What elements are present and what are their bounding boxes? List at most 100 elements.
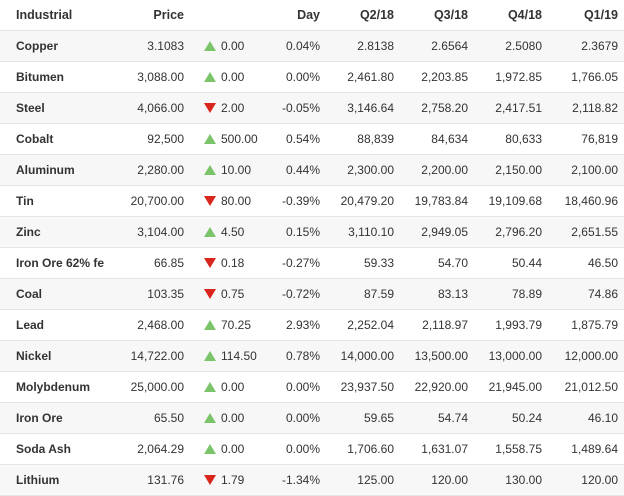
change-cell: 0.00 <box>190 371 272 403</box>
header-q3-18[interactable]: Q3/18 <box>400 0 474 31</box>
table-row[interactable]: Lithium 131.76 1.79 -1.34% 125.00 120.00 130.0… <box>0 464 624 496</box>
commodity-name[interactable]: Steel <box>0 92 112 124</box>
q2-18-cell: 2,252.04 <box>326 309 400 341</box>
header-day[interactable]: Day <box>272 0 326 31</box>
table-row[interactable]: Lead 2,468.00 70.25 2.93% 2,252.04 2,118.97 1,… <box>0 309 624 341</box>
table-row[interactable]: Aluminum 2,280.00 10.00 0.44% 2,300.00 2,200.… <box>0 154 624 186</box>
table-row[interactable]: Copper 3.1083 0.00 0.04% 2.8138 2.6564 2.5080 2… <box>0 30 624 62</box>
q4-18-cell: 78.89 <box>474 278 548 310</box>
day-change-cell: -0.27% <box>272 247 326 279</box>
change-value: 80.00 <box>221 194 252 208</box>
commodity-name[interactable]: Zinc <box>0 216 112 248</box>
price-cell: 3.1083 <box>112 30 190 62</box>
change-value: 70.25 <box>221 318 252 332</box>
header-industrial[interactable]: Industrial <box>0 0 112 31</box>
header-q4-18[interactable]: Q4/18 <box>474 0 548 31</box>
q1-19-cell: 2,651.55 <box>548 216 624 248</box>
header-price[interactable]: Price <box>112 0 190 31</box>
change-cell: 0.00 <box>190 30 272 62</box>
change-value: 0.00 <box>221 442 245 456</box>
table-row[interactable]: Steel 4,066.00 2.00 -0.05% 3,146.64 2,758.20 2… <box>0 92 624 124</box>
table-row[interactable]: Tin 20,700.00 80.00 -0.39% 20,479.20 19,783.8… <box>0 185 624 217</box>
table-row[interactable]: Iron Ore 65.50 0.00 0.00% 59.65 54.74 50.24 46.… <box>0 402 624 434</box>
table-row[interactable]: Coal 103.35 0.75 -0.72% 87.59 83.13 78.89 74.86 <box>0 278 624 310</box>
q3-18-cell: 120.00 <box>400 464 474 496</box>
q3-18-cell: 2,758.20 <box>400 92 474 124</box>
commodity-name[interactable]: Copper <box>0 30 112 62</box>
table-row[interactable]: Cobalt 92,500 500.00 0.54% 88,839 84,634 80,63… <box>0 123 624 155</box>
q1-19-cell: 2,118.82 <box>548 92 624 124</box>
change-cell: 70.25 <box>190 309 272 341</box>
q2-18-cell: 14,000.00 <box>326 340 400 372</box>
table-row[interactable]: Zinc 3,104.00 4.50 0.15% 3,110.10 2,949.05 2,7… <box>0 216 624 248</box>
q1-19-cell: 21,012.50 <box>548 371 624 403</box>
q1-19-cell: 76,819 <box>548 123 624 155</box>
header-q2-18[interactable]: Q2/18 <box>326 0 400 31</box>
change-value: 0.18 <box>221 256 245 270</box>
commodity-name[interactable]: Coal <box>0 278 112 310</box>
change-value: 0.00 <box>221 411 245 425</box>
q4-18-cell: 2,150.00 <box>474 154 548 186</box>
header-q1-19[interactable]: Q1/19 <box>548 0 624 31</box>
q4-18-cell: 50.44 <box>474 247 548 279</box>
change-cell: 10.00 <box>190 154 272 186</box>
q1-19-cell: 120.00 <box>548 464 624 496</box>
commodity-name[interactable]: Bitumen <box>0 61 112 93</box>
change-cell: 500.00 <box>190 123 272 155</box>
table-row[interactable]: Bitumen 3,088.00 0.00 0.00% 2,461.80 2,203.85… <box>0 61 624 93</box>
commodity-name[interactable]: Tin <box>0 185 112 217</box>
q1-19-cell: 12,000.00 <box>548 340 624 372</box>
q2-18-cell: 59.33 <box>326 247 400 279</box>
change-cell: 0.00 <box>190 402 272 434</box>
q2-18-cell: 88,839 <box>326 123 400 155</box>
commodity-name[interactable]: Iron Ore 62% fe <box>0 247 112 279</box>
q2-18-cell: 3,146.64 <box>326 92 400 124</box>
commodity-name[interactable]: Lithium <box>0 464 112 496</box>
q4-18-cell: 2.5080 <box>474 30 548 62</box>
q2-18-cell: 1,706.60 <box>326 433 400 465</box>
q3-18-cell: 54.70 <box>400 247 474 279</box>
commodity-name[interactable]: Nickel <box>0 340 112 372</box>
day-change-cell: 0.54% <box>272 123 326 155</box>
q1-19-cell: 1,489.64 <box>548 433 624 465</box>
commodity-name[interactable]: Lead <box>0 309 112 341</box>
q1-19-cell: 46.50 <box>548 247 624 279</box>
commodity-name[interactable]: Soda Ash <box>0 433 112 465</box>
table-row[interactable]: Nickel 14,722.00 114.50 0.78% 14,000.00 13,50… <box>0 340 624 372</box>
price-cell: 14,722.00 <box>112 340 190 372</box>
table-row[interactable]: Iron Ore 62% fe 66.85 0.18 -0.27% 59.33 54.70… <box>0 247 624 279</box>
commodity-name[interactable]: Cobalt <box>0 123 112 155</box>
change-value: 0.75 <box>221 287 245 301</box>
q2-18-cell: 3,110.10 <box>326 216 400 248</box>
q3-18-cell: 2,949.05 <box>400 216 474 248</box>
q3-18-cell: 2.6564 <box>400 30 474 62</box>
change-cell: 0.75 <box>190 278 272 310</box>
header-change <box>190 0 272 31</box>
q2-18-cell: 2,461.80 <box>326 61 400 93</box>
triangle-up-icon <box>204 164 216 175</box>
q4-18-cell: 13,000.00 <box>474 340 548 372</box>
table-row[interactable]: Molybdenum 25,000.00 0.00 0.00% 23,937.50 22,… <box>0 371 624 403</box>
price-cell: 3,104.00 <box>112 216 190 248</box>
q1-19-cell: 18,460.96 <box>548 185 624 217</box>
table-row[interactable]: Soda Ash 2,064.29 0.00 0.00% 1,706.60 1,631.0… <box>0 433 624 465</box>
commodity-name[interactable]: Iron Ore <box>0 402 112 434</box>
q4-18-cell: 19,109.68 <box>474 185 548 217</box>
day-change-cell: 0.44% <box>272 154 326 186</box>
commodity-name[interactable]: Molybdenum <box>0 371 112 403</box>
q2-18-cell: 2.8138 <box>326 30 400 62</box>
change-value: 4.50 <box>221 225 245 239</box>
commodity-name[interactable]: Aluminum <box>0 154 112 186</box>
q1-19-cell: 74.86 <box>548 278 624 310</box>
price-cell: 20,700.00 <box>112 185 190 217</box>
day-change-cell: 0.04% <box>272 30 326 62</box>
price-cell: 2,468.00 <box>112 309 190 341</box>
change-value: 0.00 <box>221 70 245 84</box>
header-row: Industrial Price Day Q2/18 Q3/18 Q4/18 Q… <box>0 0 624 31</box>
q1-19-cell: 2,100.00 <box>548 154 624 186</box>
q3-18-cell: 2,200.00 <box>400 154 474 186</box>
day-change-cell: 0.15% <box>272 216 326 248</box>
q4-18-cell: 50.24 <box>474 402 548 434</box>
table-header: Industrial Price Day Q2/18 Q3/18 Q4/18 Q… <box>0 0 624 31</box>
